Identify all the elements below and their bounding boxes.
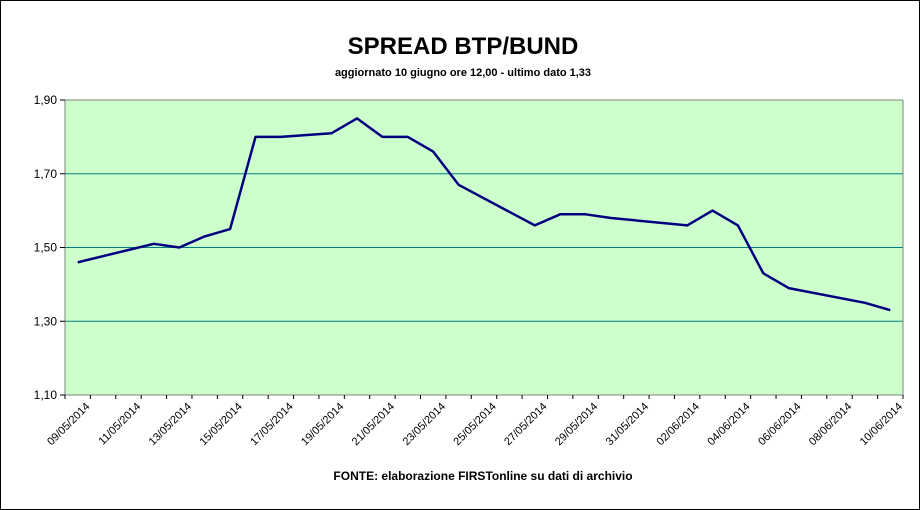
x-tick-label: 06/06/2014 (756, 401, 803, 448)
series-line (77, 117, 891, 312)
x-tick-label: 10/06/2014 (858, 401, 905, 448)
series-group (77, 117, 891, 312)
x-tick-label: 17/05/2014 (248, 401, 295, 448)
x-tick-label: 09/05/2014 (45, 401, 92, 448)
y-tick-label: 1,70 (34, 167, 58, 181)
x-tick-label: 23/05/2014 (401, 401, 448, 448)
x-tick-label: 13/05/2014 (147, 401, 194, 448)
y-tick-label: 1,50 (34, 241, 58, 255)
x-tick-label: 08/06/2014 (807, 401, 854, 448)
x-tick-label: 02/06/2014 (655, 401, 702, 448)
y-tick-label: 1,10 (34, 388, 58, 402)
x-tick-label: 31/05/2014 (604, 401, 651, 448)
x-tick-label: 11/05/2014 (96, 401, 143, 448)
x-tick-label: 29/05/2014 (553, 401, 600, 448)
chart-subtitle: aggiornato 10 giugno ore 12,00 - ultimo … (335, 67, 591, 79)
x-tick-label: 25/05/2014 (451, 401, 498, 448)
y-tick-label: 1,90 (34, 93, 58, 107)
x-tick-label: 15/05/2014 (197, 401, 244, 448)
y-axis-ticks: 1,10 1,30 1,50 1,70 1,90 (34, 93, 65, 402)
y-tick-label: 1,30 (34, 314, 58, 328)
x-tick-label: 04/06/2014 (705, 401, 752, 448)
x-tick-label: 27/05/2014 (502, 401, 549, 448)
source-note: FONTE: elaborazione FIRSTonline su dati … (333, 469, 632, 483)
x-tick-label: 21/05/2014 (350, 401, 397, 448)
x-axis-ticks: 09/05/2014 11/05/2014 13/05/2014 15/05/2014… (45, 395, 905, 448)
x-tick-label: 19/05/2014 (299, 401, 346, 448)
chart-title: SPREAD BTP/BUND (348, 33, 579, 60)
